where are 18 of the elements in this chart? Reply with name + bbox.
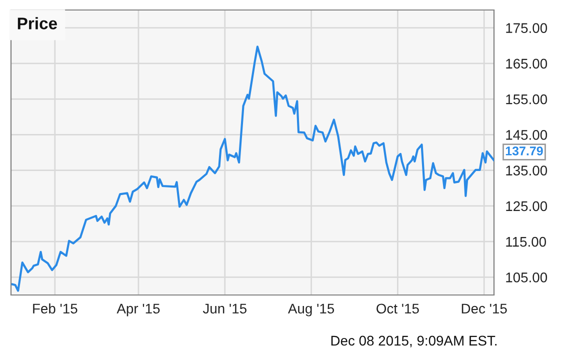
chart-title: Price: [18, 17, 57, 30]
y-tick-label: 115.00: [506, 236, 546, 247]
y-tick-label: 175.00: [506, 23, 548, 33]
line-series: [11, 46, 494, 292]
x-tick-label: Dec '15: [462, 304, 507, 314]
x-tick-label: Oct '15: [376, 304, 419, 314]
x-tick-label: Apr '15: [116, 304, 160, 316]
y-tick-label: 105.00: [506, 272, 548, 282]
y-tick-label: 135.00: [506, 166, 548, 176]
y-tick-label: 155.00: [506, 94, 548, 104]
y-tick-label: 145.00: [506, 130, 548, 140]
x-tick-label: Aug '15: [288, 304, 334, 316]
text: Dec 08 2015, 9:09AM EST.: [331, 336, 496, 348]
y-tick-label: 165.00: [506, 58, 548, 69]
x-tick-label: Jun '15: [202, 304, 246, 314]
x-tick-label: Feb '15: [33, 303, 78, 314]
annotation: 137.79: [506, 146, 543, 156]
y-tick-label: 125.00: [506, 201, 548, 212]
